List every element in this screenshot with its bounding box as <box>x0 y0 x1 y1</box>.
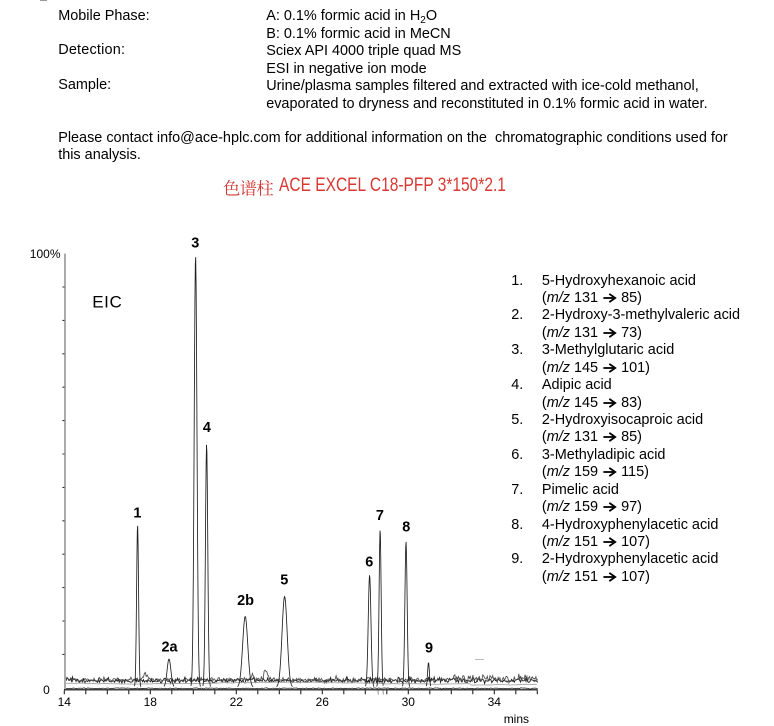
svg-text:2b: 2b <box>237 593 254 609</box>
svg-text:7: 7 <box>376 508 384 524</box>
svg-text:34: 34 <box>488 695 502 709</box>
svg-text:5: 5 <box>280 573 288 589</box>
svg-text:EIC: EIC <box>92 293 122 312</box>
svg-text:8: 8 <box>402 520 410 536</box>
svg-text:0: 0 <box>43 683 50 697</box>
svg-text:22: 22 <box>230 695 244 709</box>
svg-text:4: 4 <box>203 420 211 436</box>
svg-text:3: 3 <box>191 235 199 251</box>
svg-text:2a: 2a <box>161 640 178 656</box>
svg-text:14: 14 <box>58 695 72 709</box>
svg-text:30: 30 <box>402 695 416 709</box>
svg-text:6: 6 <box>365 555 373 571</box>
svg-text:100%: 100% <box>30 247 61 261</box>
svg-text:18: 18 <box>144 695 158 709</box>
svg-text:mins: mins <box>504 712 529 726</box>
svg-text:26: 26 <box>316 695 330 709</box>
svg-text:1: 1 <box>133 506 141 522</box>
svg-text:9: 9 <box>425 641 433 657</box>
